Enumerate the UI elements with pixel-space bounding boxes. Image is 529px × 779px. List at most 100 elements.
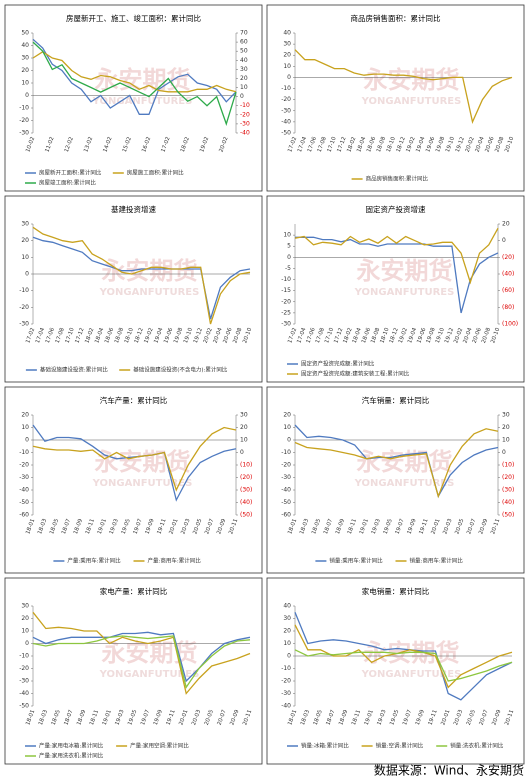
panel-border bbox=[4, 4, 263, 192]
x-tick-label: 20-05 bbox=[204, 709, 215, 727]
legend-label: 产量:乘用车:累计同比 bbox=[67, 557, 121, 565]
y-tick-label: -60 bbox=[281, 512, 291, 519]
y2-tick-label: 10 bbox=[502, 437, 510, 444]
y-tick-label: -10 bbox=[19, 449, 29, 456]
series-line bbox=[294, 612, 513, 701]
y-tick-label: -25 bbox=[281, 309, 291, 316]
x-tick-label: 11-02 bbox=[45, 136, 56, 153]
x-tick-label: 19-01 bbox=[97, 518, 108, 535]
legend-label: 商品房销售面积:累计同比 bbox=[366, 175, 429, 183]
x-tick-label: 18-05 bbox=[49, 518, 60, 536]
x-tick-label: 19-03 bbox=[377, 709, 388, 727]
y-tick-label: -20 bbox=[281, 678, 291, 685]
x-tick-label: 18-08 bbox=[376, 136, 387, 154]
y-tick-label: -20 bbox=[19, 117, 29, 124]
x-tick-label: 20-11 bbox=[242, 709, 253, 726]
x-tick-label: 17-02 bbox=[287, 327, 298, 344]
y-tick-label: 30 bbox=[21, 55, 29, 62]
x-tick-label: 20-03 bbox=[191, 709, 202, 727]
series-line bbox=[294, 424, 499, 499]
y-tick-label: 10 bbox=[21, 254, 29, 261]
x-tick-label: 19-04 bbox=[407, 327, 418, 345]
y2-tick-label: -20 bbox=[240, 111, 250, 118]
y2-tick-label: 20 bbox=[502, 221, 510, 228]
series-line bbox=[32, 236, 251, 320]
y-tick-label: -10 bbox=[19, 105, 29, 112]
x-tick-label: 19-05 bbox=[383, 518, 394, 536]
x-tick-label: 20-01 bbox=[168, 518, 179, 535]
y-tick-label: -30 bbox=[281, 474, 291, 481]
x-tick-label: 18-02 bbox=[84, 327, 95, 344]
series-line bbox=[294, 49, 513, 124]
y2-tick-label: (20) bbox=[240, 474, 252, 481]
y-tick-label: -20 bbox=[19, 462, 29, 469]
x-tick-label: 18-05 bbox=[313, 709, 324, 727]
legend-label: 房屋施工面积:累计同比 bbox=[127, 169, 184, 177]
legend-label: 销量:空调:累计同比 bbox=[376, 742, 424, 750]
y-tick-label: 10 bbox=[21, 424, 29, 431]
watermark: YONGANFUTURES bbox=[92, 96, 193, 107]
x-tick-label: 20-03 bbox=[453, 709, 464, 727]
x-tick-label: 18-12 bbox=[134, 327, 145, 344]
x-tick-label: 17-08 bbox=[317, 136, 328, 154]
x-tick-label: 18-10 bbox=[386, 136, 397, 154]
x-tick-label: 20-01 bbox=[440, 709, 451, 726]
watermark: 永安期货 bbox=[357, 257, 453, 285]
y2-tick-label: (40) bbox=[240, 499, 252, 506]
chart-title: 房屋新开工、施工、竣工面积：累计同比 bbox=[66, 13, 201, 23]
y2-tick-label: 30 bbox=[502, 412, 510, 419]
watermark: YONGANFUTURES bbox=[99, 287, 200, 298]
y-tick-label: -10 bbox=[281, 665, 291, 672]
y2-tick-label: (10) bbox=[240, 462, 252, 469]
x-tick-label: 19-06 bbox=[163, 327, 174, 345]
x-tick-label: 19-07 bbox=[133, 518, 144, 536]
y2-tick-label: 0 bbox=[502, 449, 506, 456]
x-tick-label: 20-03 bbox=[442, 518, 453, 536]
y2-tick-label: 30 bbox=[240, 412, 248, 419]
chart-title: 商品房销售面积：累计同比 bbox=[351, 13, 441, 23]
legend-label: 产量:商用车:累计同比 bbox=[148, 557, 202, 565]
chart-title: 固定资产投资增速 bbox=[366, 204, 426, 214]
x-tick-label: 19-08 bbox=[435, 136, 446, 154]
y2-tick-label: (40) bbox=[502, 271, 514, 278]
y2-tick-label: 10 bbox=[240, 84, 248, 91]
x-tick-label: 18-11 bbox=[347, 518, 358, 535]
x-tick-label: 18-03 bbox=[37, 518, 48, 536]
x-tick-label: 17-10 bbox=[327, 136, 338, 154]
panel-border bbox=[266, 386, 525, 574]
x-tick-label: 14-02 bbox=[103, 136, 114, 153]
y-tick-label: -10 bbox=[19, 287, 29, 294]
x-tick-label: 20-06 bbox=[484, 136, 495, 154]
x-tick-label: 20-03 bbox=[180, 518, 191, 536]
x-tick-label: 18-01 bbox=[25, 518, 36, 535]
x-tick-label: 20-08 bbox=[494, 136, 505, 154]
y-tick-label: -10 bbox=[19, 653, 29, 660]
y-tick-label: 10 bbox=[283, 232, 291, 239]
y-tick-label: -30 bbox=[19, 321, 29, 328]
x-tick-label: 17-10 bbox=[324, 327, 335, 345]
x-tick-label: 18-02 bbox=[180, 136, 191, 153]
series-line bbox=[294, 649, 513, 682]
y-tick-label: 40 bbox=[283, 30, 291, 37]
y2-tick-label: 30 bbox=[240, 66, 248, 73]
y-tick-label: -40 bbox=[19, 487, 29, 494]
x-tick-label: 18-01 bbox=[25, 709, 36, 726]
x-tick-label: 18-01 bbox=[287, 709, 298, 726]
x-tick-label: 20-01 bbox=[178, 709, 189, 726]
chart-title: 基建投资增速 bbox=[111, 204, 156, 214]
x-tick-label: 19-10 bbox=[183, 327, 194, 345]
watermark: YONGANFUTURES bbox=[99, 669, 200, 680]
x-tick-label: 20-08 bbox=[481, 327, 492, 345]
y-tick-label: 0 bbox=[25, 640, 29, 647]
watermark: YONGANFUTURES bbox=[361, 669, 462, 680]
series-line bbox=[294, 227, 499, 285]
legend-label: 销量:乘用车:累计同比 bbox=[329, 557, 383, 565]
y-tick-label: 30 bbox=[21, 221, 29, 228]
x-tick-label: 20-02 bbox=[465, 136, 476, 153]
x-tick-label: 20-02 bbox=[219, 136, 230, 153]
x-tick-label: 19-09 bbox=[415, 709, 426, 727]
panel-border bbox=[266, 577, 525, 765]
x-tick-label: 10-02 bbox=[25, 136, 36, 153]
